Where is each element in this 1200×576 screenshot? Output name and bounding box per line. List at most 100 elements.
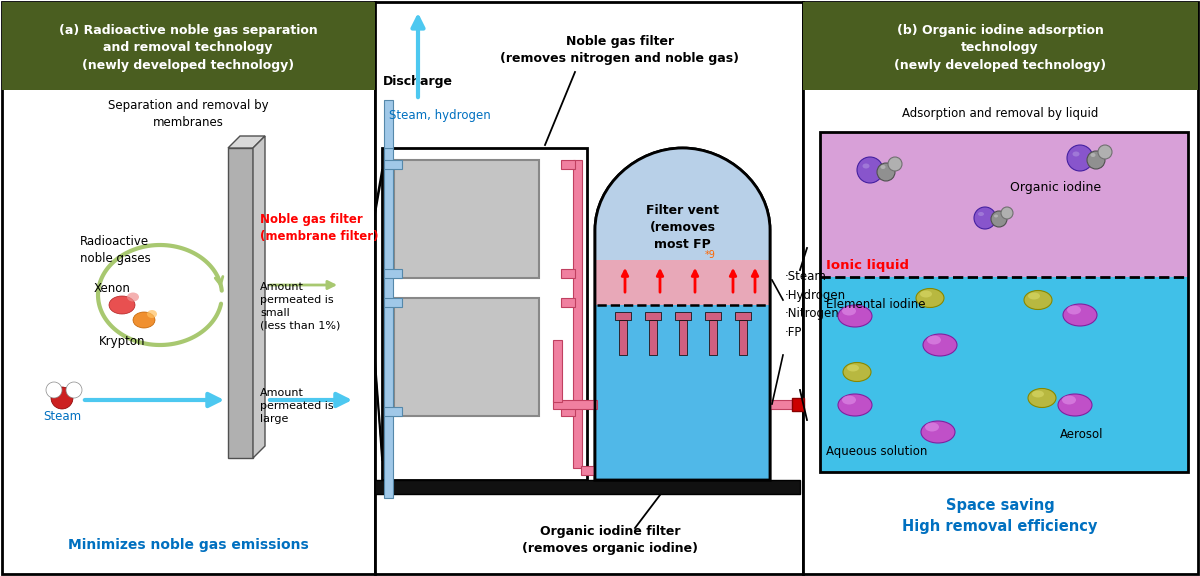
Bar bbox=[562, 269, 575, 278]
Bar bbox=[706, 312, 721, 320]
Ellipse shape bbox=[1073, 151, 1080, 157]
Bar bbox=[384, 407, 402, 416]
Bar bbox=[820, 132, 1188, 472]
Bar bbox=[739, 320, 746, 355]
Text: *9: *9 bbox=[704, 250, 715, 260]
Bar bbox=[734, 312, 751, 320]
Bar bbox=[394, 160, 539, 278]
Polygon shape bbox=[228, 148, 253, 458]
Bar bbox=[646, 312, 661, 320]
Bar bbox=[374, 480, 800, 494]
Bar bbox=[2, 2, 374, 90]
Text: Aerosol: Aerosol bbox=[1060, 429, 1104, 441]
Text: Radioactive
noble gases: Radioactive noble gases bbox=[80, 235, 151, 265]
Bar bbox=[820, 132, 1188, 277]
Ellipse shape bbox=[978, 212, 984, 216]
Polygon shape bbox=[253, 136, 265, 458]
Text: Noble gas filter
(removes nitrogen and noble gas): Noble gas filter (removes nitrogen and n… bbox=[500, 35, 739, 65]
Bar bbox=[709, 320, 718, 355]
Text: Filter vent
(removes
most FP: Filter vent (removes most FP bbox=[646, 204, 719, 252]
Bar bbox=[803, 2, 1198, 574]
Ellipse shape bbox=[1032, 391, 1044, 397]
Ellipse shape bbox=[994, 214, 998, 218]
Circle shape bbox=[857, 157, 883, 183]
Circle shape bbox=[1067, 145, 1093, 171]
Ellipse shape bbox=[838, 394, 872, 416]
Ellipse shape bbox=[863, 164, 870, 169]
Ellipse shape bbox=[842, 306, 856, 316]
Ellipse shape bbox=[127, 293, 139, 301]
Circle shape bbox=[66, 382, 82, 398]
Ellipse shape bbox=[847, 365, 859, 372]
Circle shape bbox=[50, 387, 73, 409]
Text: Amount
permeated is
large: Amount permeated is large bbox=[260, 388, 334, 423]
Text: Separation and removal by
membranes: Separation and removal by membranes bbox=[108, 99, 269, 129]
Ellipse shape bbox=[109, 296, 134, 314]
Bar bbox=[384, 148, 394, 498]
Circle shape bbox=[974, 207, 996, 229]
Text: Amount
permeated is
small
(less than 1%): Amount permeated is small (less than 1%) bbox=[260, 282, 341, 331]
Bar bbox=[384, 160, 402, 169]
Text: Ionic liquid: Ionic liquid bbox=[826, 259, 910, 271]
Ellipse shape bbox=[1091, 153, 1096, 157]
Text: (b) Organic iodine adsorption
technology
(newly developed technology): (b) Organic iodine adsorption technology… bbox=[894, 24, 1106, 72]
PathPatch shape bbox=[595, 148, 770, 480]
Text: Space saving
High removal efficiency: Space saving High removal efficiency bbox=[902, 498, 1098, 534]
Bar bbox=[562, 160, 575, 169]
Bar bbox=[596, 305, 769, 479]
Bar bbox=[384, 269, 402, 278]
Bar bbox=[384, 298, 402, 307]
Bar bbox=[792, 398, 804, 411]
Text: Xenon: Xenon bbox=[94, 282, 131, 294]
Circle shape bbox=[1001, 207, 1013, 219]
Ellipse shape bbox=[1058, 394, 1092, 416]
Bar bbox=[649, 320, 658, 355]
Ellipse shape bbox=[922, 421, 955, 443]
Circle shape bbox=[1098, 145, 1112, 159]
Bar bbox=[394, 298, 539, 416]
Circle shape bbox=[888, 157, 902, 171]
Ellipse shape bbox=[916, 289, 944, 308]
Text: ·Steam
·Hydrogen
·Nitrogen
·FP: ·Steam ·Hydrogen ·Nitrogen ·FP bbox=[785, 270, 846, 339]
Ellipse shape bbox=[925, 423, 940, 431]
Ellipse shape bbox=[928, 335, 941, 344]
Text: Steam: Steam bbox=[43, 410, 82, 423]
Text: Adsorption and removal by liquid: Adsorption and removal by liquid bbox=[902, 108, 1098, 120]
Ellipse shape bbox=[842, 396, 856, 404]
Ellipse shape bbox=[1063, 304, 1097, 326]
Bar bbox=[553, 340, 562, 402]
Circle shape bbox=[991, 211, 1007, 227]
Ellipse shape bbox=[1028, 293, 1040, 300]
Ellipse shape bbox=[881, 165, 886, 169]
Ellipse shape bbox=[1067, 305, 1081, 314]
Bar bbox=[562, 407, 575, 416]
Text: Krypton: Krypton bbox=[98, 335, 145, 348]
Text: (a) Radioactive noble gas separation
and removal technology
(newly developed tec: (a) Radioactive noble gas separation and… bbox=[59, 24, 317, 72]
Bar bbox=[574, 160, 582, 468]
Bar bbox=[2, 2, 374, 574]
Bar bbox=[562, 298, 575, 307]
Bar bbox=[820, 277, 1188, 472]
Ellipse shape bbox=[923, 334, 958, 356]
Bar bbox=[553, 400, 598, 409]
Ellipse shape bbox=[1062, 396, 1076, 404]
Bar bbox=[803, 2, 1198, 90]
Ellipse shape bbox=[838, 305, 872, 327]
Bar bbox=[382, 148, 587, 480]
Circle shape bbox=[877, 163, 895, 181]
Ellipse shape bbox=[842, 362, 871, 381]
Polygon shape bbox=[228, 136, 265, 148]
Bar bbox=[619, 320, 628, 355]
Bar bbox=[674, 312, 691, 320]
Text: Noble gas filter
(membrane filter): Noble gas filter (membrane filter) bbox=[260, 213, 378, 243]
Bar bbox=[769, 400, 797, 409]
Text: Organic iodine: Organic iodine bbox=[1010, 181, 1102, 195]
Circle shape bbox=[1087, 151, 1105, 169]
Ellipse shape bbox=[133, 312, 155, 328]
Circle shape bbox=[46, 382, 62, 398]
Text: Elemental iodine: Elemental iodine bbox=[826, 298, 925, 312]
Bar bbox=[581, 466, 623, 475]
Ellipse shape bbox=[148, 310, 157, 318]
Bar bbox=[596, 260, 769, 305]
Text: Steam, hydrogen: Steam, hydrogen bbox=[389, 108, 491, 122]
